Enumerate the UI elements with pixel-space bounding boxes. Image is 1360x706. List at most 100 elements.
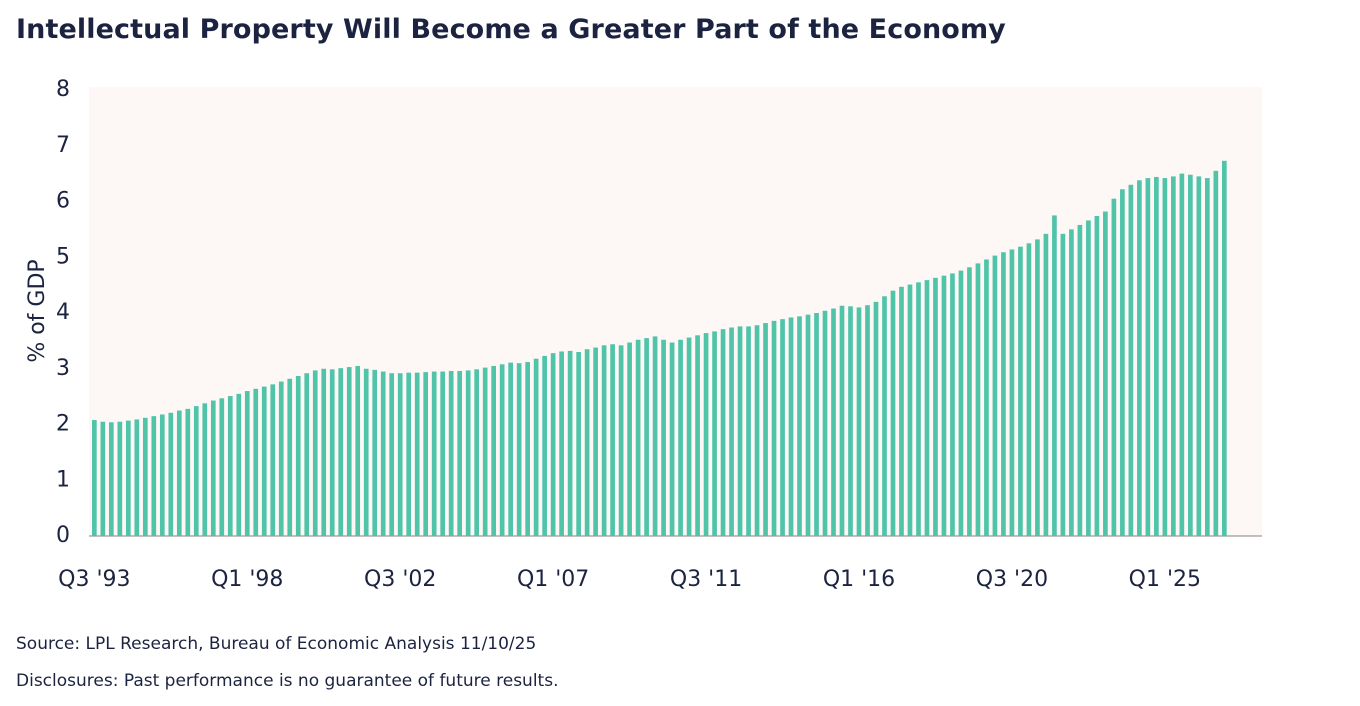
bar	[304, 373, 310, 536]
bar	[287, 378, 293, 536]
bar	[805, 314, 811, 536]
bar	[1103, 211, 1108, 536]
chart-title: Intellectual Property Will Become a Grea…	[16, 14, 1006, 45]
y-tick-label: 6	[56, 189, 70, 214]
bar	[270, 384, 276, 536]
x-tick-label: Q3 '20	[976, 567, 1048, 592]
bar	[338, 368, 344, 536]
bar	[278, 381, 284, 536]
bar	[1196, 176, 1202, 536]
y-tick-label: 3	[56, 356, 70, 381]
bar	[253, 388, 259, 536]
bar	[151, 416, 157, 536]
bar	[491, 365, 496, 536]
bar	[295, 376, 301, 536]
bar	[1026, 243, 1032, 536]
bar	[933, 277, 938, 536]
y-tick-label: 8	[56, 77, 70, 102]
y-tick-label: 1	[56, 467, 70, 492]
bar	[593, 347, 598, 536]
bar	[848, 306, 853, 536]
bar	[831, 308, 836, 536]
y-tick-label: 7	[56, 133, 70, 158]
bar	[508, 362, 513, 536]
bar	[193, 406, 199, 536]
y-axis-label: % of GDP	[25, 259, 50, 362]
bar	[423, 372, 429, 536]
bar	[244, 391, 250, 536]
bar	[780, 319, 785, 536]
bar	[117, 421, 123, 536]
bar	[661, 339, 666, 536]
bars-group	[92, 160, 1227, 537]
bar	[414, 372, 420, 536]
bar	[797, 316, 802, 536]
y-tick-label: 5	[56, 244, 70, 269]
bar	[584, 349, 590, 536]
bar	[329, 369, 335, 536]
bar	[440, 371, 446, 536]
bar	[1052, 215, 1057, 536]
bar	[355, 365, 361, 536]
bar	[134, 419, 140, 536]
bar	[822, 310, 828, 536]
bar	[559, 351, 564, 536]
bar	[788, 317, 794, 536]
bar	[92, 420, 97, 536]
bar	[1035, 239, 1040, 536]
bar	[618, 345, 624, 536]
plot-background	[89, 87, 1262, 536]
bar	[406, 372, 412, 536]
bar	[125, 420, 131, 536]
bar	[984, 259, 989, 536]
bar	[958, 270, 964, 536]
x-tick-label: Q1 '25	[1129, 567, 1201, 592]
bar	[1086, 220, 1091, 536]
bar	[474, 369, 479, 536]
y-tick-labels: 0 1 2 3 4 5 6 7 8	[56, 77, 70, 548]
bar	[380, 371, 386, 536]
bar	[108, 422, 114, 536]
bar	[533, 358, 539, 536]
bar	[695, 335, 700, 536]
bar	[465, 370, 471, 536]
bar	[729, 327, 734, 536]
bar	[1205, 178, 1210, 536]
bar	[236, 393, 242, 536]
bar	[975, 263, 981, 536]
bar	[746, 326, 751, 536]
bar	[1111, 198, 1117, 536]
disclosure-note: Disclosures: Past performance is no guar…	[16, 671, 559, 691]
bar	[865, 305, 870, 536]
bar	[576, 352, 581, 536]
x-tick-label: Q1 '98	[211, 567, 283, 592]
bar	[227, 396, 233, 536]
bar	[737, 326, 743, 536]
bar	[1179, 173, 1185, 537]
bar	[669, 342, 675, 536]
y-tick-label: 4	[56, 300, 70, 325]
bar	[1018, 246, 1023, 536]
bar	[142, 417, 148, 536]
bar	[168, 412, 174, 536]
bar	[100, 421, 106, 536]
bar	[567, 350, 573, 536]
bar	[1001, 252, 1006, 537]
bar	[210, 400, 216, 536]
bar	[890, 290, 896, 536]
bar	[967, 267, 972, 536]
bar	[992, 255, 998, 536]
y-tick-label: 0	[56, 523, 70, 548]
bar	[431, 371, 437, 536]
bar	[703, 333, 709, 536]
x-tick-label: Q1 '16	[823, 567, 895, 592]
bar	[856, 307, 862, 536]
source-note: Source: LPL Research, Bureau of Economic…	[16, 634, 537, 654]
bar	[924, 280, 930, 536]
bar	[321, 368, 327, 536]
bar	[644, 338, 649, 536]
bar	[397, 373, 403, 536]
bar	[1043, 233, 1049, 536]
x-tick-label: Q3 '02	[364, 567, 436, 592]
bar	[814, 313, 819, 536]
